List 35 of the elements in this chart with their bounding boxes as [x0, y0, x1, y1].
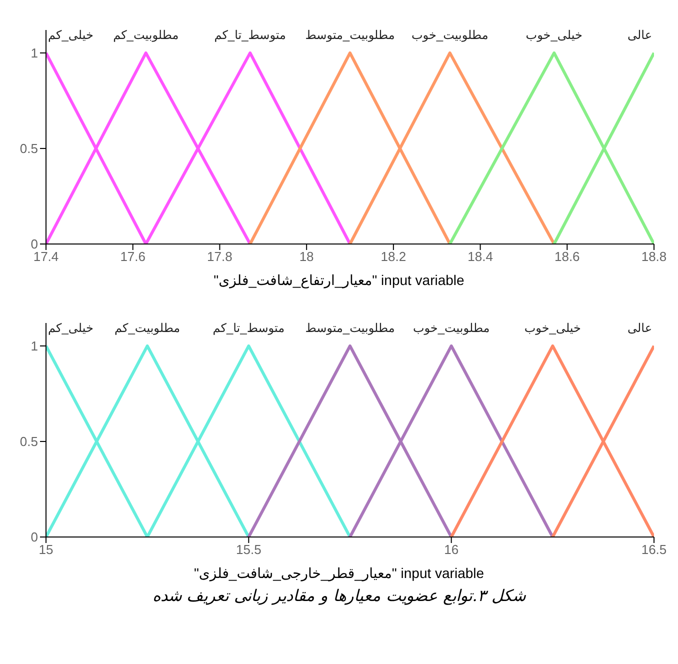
series-label: متوسط_تا_کم: [212, 320, 285, 335]
series-label: مطلوبیت_خوب: [411, 28, 488, 42]
series-label: مطلوبیت_خوب: [412, 320, 490, 335]
series-label: خیلی_کم: [48, 28, 94, 42]
x-tick-label: 18.6: [554, 249, 580, 264]
series-label: خیلی_خوب: [524, 320, 581, 335]
series-label: عالی: [628, 320, 652, 335]
series-label: مطلوبیت_کم: [114, 320, 180, 335]
x-tick-label: 15.5: [236, 542, 262, 558]
x-tick-label: 16.5: [641, 542, 667, 558]
y-tick-label: 1: [30, 338, 38, 354]
x-axis-title: input variable "معیار_قطر_خارجی_شافت_فلزی": [192, 565, 486, 582]
x-tick-label: 17.8: [207, 249, 232, 264]
x-tick-label: 17.4: [33, 249, 59, 264]
series-label: مطلوبیت_متوسط: [305, 320, 395, 335]
x-tick-label: 17.6: [120, 249, 146, 264]
x-tick-label: 16: [444, 542, 459, 558]
y-tick-label: 0.5: [20, 141, 38, 156]
x-tick-label: 15: [38, 542, 54, 558]
series-label: متوسط_تا_کم: [214, 28, 286, 42]
x-tick-label: 18.2: [380, 249, 406, 264]
x-tick-label: 18.4: [468, 249, 493, 264]
x-axis-title: input variable "معیار_ارتفاع_شافت_فلزی": [212, 272, 466, 289]
x-tick-label: 18.8: [641, 249, 667, 264]
text: شکل ۳.توابع عضویت معیارها و مقادیر زبانی تعریف شده: [152, 586, 527, 605]
x-tick-label: 18: [299, 249, 314, 264]
y-tick-label: 0.5: [20, 434, 38, 450]
series-label: خیلی_خوب: [526, 28, 582, 42]
series-label: مطلوبیت_کم: [113, 28, 179, 42]
y-tick-label: 0: [30, 236, 38, 252]
series-label: خیلی_کم: [48, 320, 94, 335]
y-tick-label: 0: [30, 530, 38, 545]
series-label: مطلوبیت_متوسط: [305, 28, 395, 42]
y-tick-label: 1: [30, 46, 38, 61]
series-label: عالی: [628, 28, 652, 42]
